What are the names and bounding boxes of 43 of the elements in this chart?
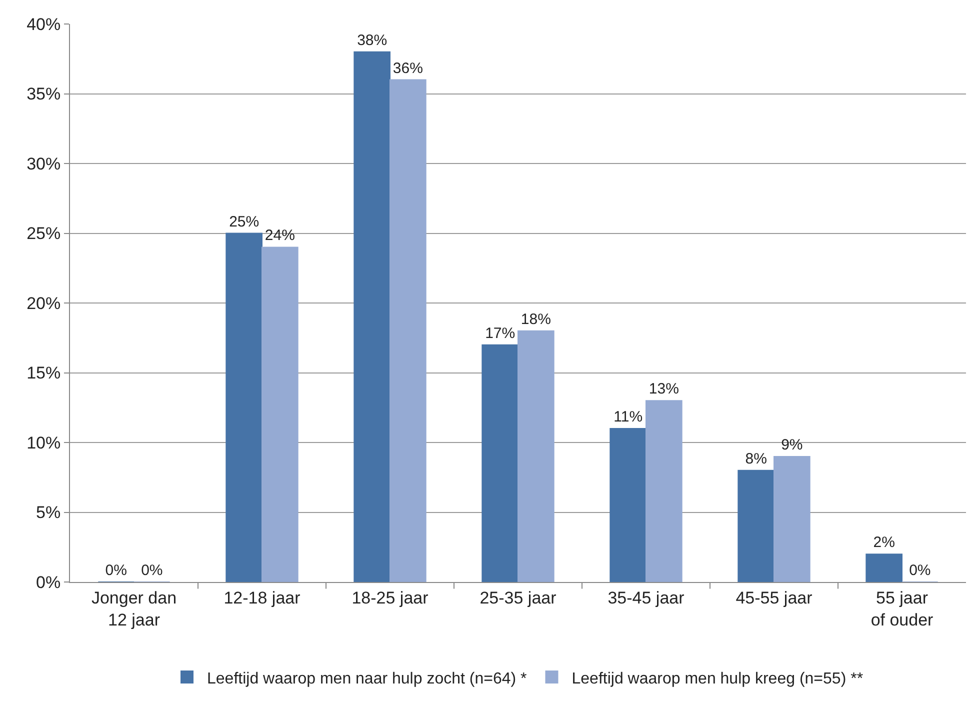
data-label: 0%: [105, 562, 127, 579]
data-label: 9%: [781, 436, 803, 454]
y-tick-label: 30%: [26, 154, 61, 174]
bar: [482, 344, 518, 582]
bar: [738, 470, 774, 582]
data-label: 0%: [909, 562, 931, 579]
data-label: 36%: [392, 60, 423, 77]
bar: [262, 246, 298, 582]
data-label: 38%: [357, 32, 388, 49]
data-label: 18%: [520, 310, 551, 328]
data-label: 8%: [745, 450, 767, 468]
x-tick-label: Jonger dan 12 jaar: [91, 588, 177, 630]
data-label: 2%: [873, 534, 895, 552]
x-tick-label: 25-35 jaar: [480, 588, 557, 608]
x-tick-label: 18-25 jaar: [352, 588, 429, 608]
x-tick-label: 55 jaar of ouder: [870, 588, 934, 630]
bar: [226, 232, 262, 582]
y-tick-label: 40%: [26, 14, 61, 34]
y-tick-label: 25%: [26, 224, 61, 244]
x-tick-label: 45-55 jaar: [736, 588, 813, 608]
y-tick-label: 35%: [26, 84, 61, 104]
y-tick-label: 10%: [26, 433, 61, 452]
bar: [866, 554, 902, 582]
y-tick-label: 20%: [26, 294, 61, 313]
data-label: 24%: [264, 227, 295, 244]
bar: [354, 51, 390, 582]
legend-label: Leeftijd waarop men hulp kreeg (n=55) **: [572, 670, 864, 688]
bar: [390, 79, 426, 582]
data-label: 17%: [485, 324, 516, 342]
x-tick-label: 12-18 jaar: [224, 588, 301, 608]
y-tick-label: 5%: [36, 503, 61, 522]
bar: [774, 456, 810, 582]
y-tick-label: 15%: [26, 364, 61, 383]
data-label: 25%: [229, 213, 260, 230]
legend-label: Leeftijd waarop men naar hulp zocht (n=64) *: [207, 670, 527, 688]
y-tick-label: 0%: [36, 572, 61, 592]
data-label: 0%: [141, 562, 163, 579]
bar: [518, 330, 554, 582]
data-label: 11%: [614, 408, 643, 426]
bar: [646, 400, 682, 582]
data-label: 13%: [648, 380, 679, 398]
x-tick-label: 35-45 jaar: [608, 588, 685, 608]
bar: [610, 428, 646, 582]
